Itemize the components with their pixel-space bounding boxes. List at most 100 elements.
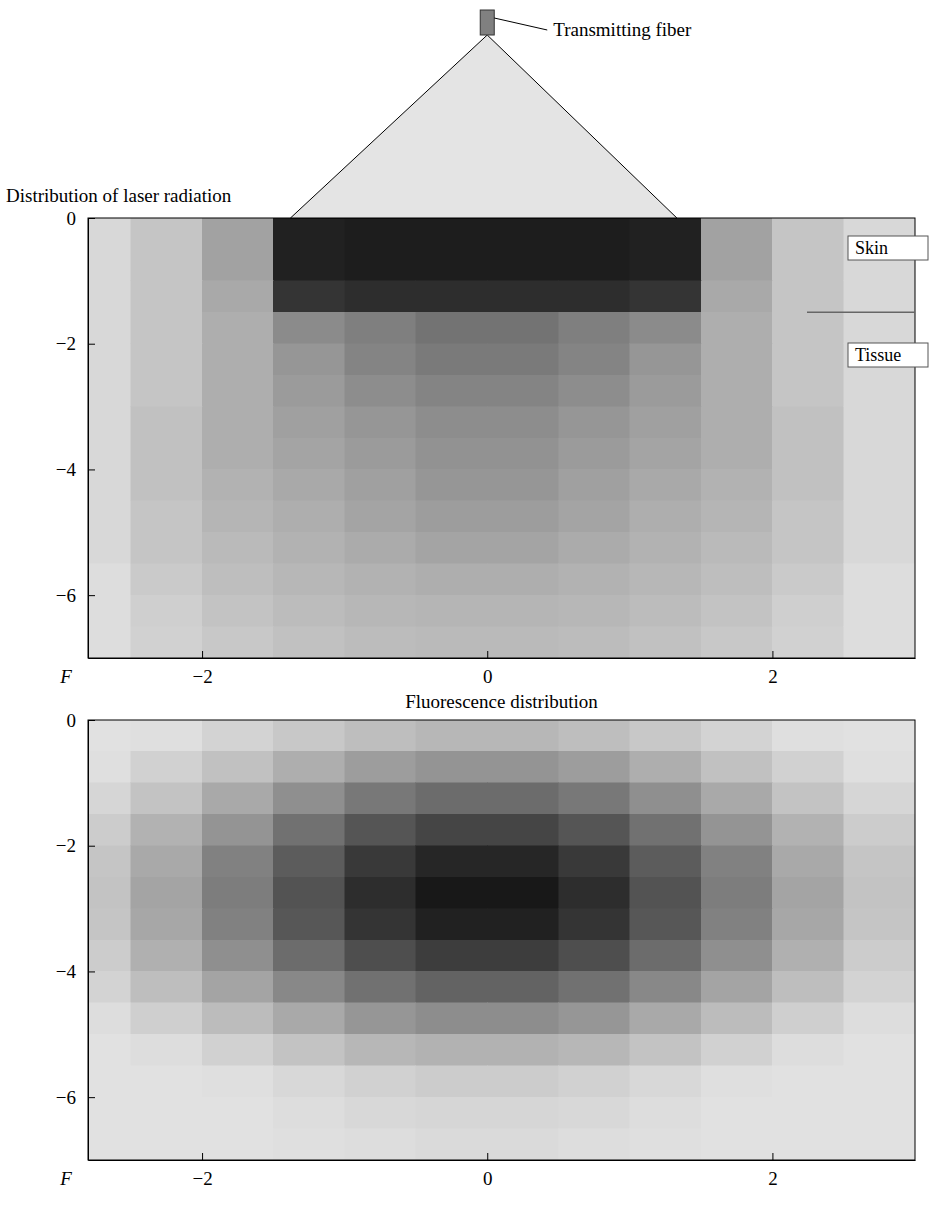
heatmap-cell <box>487 909 558 940</box>
heatmap-cell <box>701 595 772 626</box>
heatmap-cell <box>630 407 701 438</box>
heatmap-cell <box>273 249 344 280</box>
heatmap-cell <box>345 751 416 782</box>
heatmap-cell <box>844 595 915 626</box>
heatmap-cell <box>559 501 630 532</box>
heatmap-cell <box>416 407 487 438</box>
heatmap-cell <box>345 249 416 280</box>
heatmap-cell <box>131 1097 202 1128</box>
heatmap-cell <box>844 469 915 500</box>
heatmap-cell <box>131 846 202 877</box>
heatmap-cell <box>772 751 843 782</box>
heatmap-cell <box>559 971 630 1002</box>
heatmap-cell <box>487 249 558 280</box>
heatmap-cell <box>416 281 487 312</box>
heatmap-cell <box>131 501 202 532</box>
heatmap-cell <box>772 1097 843 1128</box>
heatmap-cell <box>202 1066 273 1097</box>
y-tick: −4 <box>56 459 95 480</box>
heatmap-cell <box>131 344 202 375</box>
heatmap-cell <box>273 751 344 782</box>
heatmap-cell <box>88 909 131 940</box>
heatmap-cell <box>273 281 344 312</box>
heatmap-cell <box>487 971 558 1002</box>
heatmap-cell <box>844 1034 915 1065</box>
heatmap-cell <box>345 971 416 1002</box>
heatmap-cell <box>844 909 915 940</box>
heatmap-cell <box>630 909 701 940</box>
heatmap-cell <box>202 407 273 438</box>
heatmap-cell <box>630 281 701 312</box>
heatmap-cell <box>202 1034 273 1065</box>
x-tick: 2 <box>768 651 778 687</box>
heatmap-cell <box>202 564 273 595</box>
heatmap-cell <box>487 375 558 406</box>
heatmap-cell <box>630 249 701 280</box>
heatmap-cell <box>202 501 273 532</box>
heatmap-cell <box>131 1129 202 1160</box>
heatmap-cell <box>131 783 202 814</box>
y-tick: −2 <box>56 835 95 856</box>
heatmap-cell <box>88 814 131 845</box>
heatmap-cell <box>630 720 701 751</box>
heatmap-cell <box>630 595 701 626</box>
heatmap-cell <box>701 720 772 751</box>
heatmap-cell <box>131 438 202 469</box>
panel-title: Fluorescence distribution <box>405 691 598 712</box>
heatmap-cell <box>273 1129 344 1160</box>
heatmap-cell <box>273 595 344 626</box>
heatmap-cell <box>88 1129 131 1160</box>
heatmap-cell <box>559 846 630 877</box>
heatmap-cell <box>345 627 416 658</box>
heatmap-cell <box>345 877 416 908</box>
heatmap-cell <box>202 627 273 658</box>
heatmap-cell <box>88 1034 131 1065</box>
x-tick-label: 2 <box>768 666 778 687</box>
cells <box>88 720 915 1160</box>
heatmap-cell <box>273 1034 344 1065</box>
heatmap-cell <box>202 940 273 971</box>
heatmap-cell <box>131 877 202 908</box>
heatmap-cell <box>131 909 202 940</box>
heatmap-cell <box>772 281 843 312</box>
y-tick: −4 <box>56 961 95 982</box>
heatmap-cell <box>487 814 558 845</box>
y-tick-mark <box>88 1097 95 1098</box>
heatmap-cell <box>487 595 558 626</box>
heatmap-cell <box>416 438 487 469</box>
heatmap-cell <box>131 751 202 782</box>
heatmap-cell <box>202 312 273 343</box>
heatmap-cell <box>273 312 344 343</box>
y-tick: 0 <box>67 208 96 229</box>
heatmap-cell <box>131 595 202 626</box>
heatmap-cell <box>559 249 630 280</box>
heatmap-cell <box>88 407 131 438</box>
heatmap-cell <box>131 1003 202 1034</box>
x-tick-mark <box>487 1153 488 1160</box>
x-tick-label: 0 <box>483 1168 493 1189</box>
heatmap-cell <box>559 564 630 595</box>
heatmap-cell <box>88 720 131 751</box>
heatmap-cell <box>701 469 772 500</box>
heatmap-cell <box>345 532 416 563</box>
heatmap-cell <box>701 751 772 782</box>
x-tick-mark <box>487 651 488 658</box>
heatmap-cell <box>202 1129 273 1160</box>
heatmap-cell <box>345 909 416 940</box>
heatmap-cell <box>701 218 772 249</box>
heatmap-cell <box>273 344 344 375</box>
heatmap-cell <box>630 1129 701 1160</box>
heatmap-cell <box>559 281 630 312</box>
heatmap-cell <box>844 375 915 406</box>
heatmap-cell <box>131 407 202 438</box>
heatmap-cell <box>416 720 487 751</box>
y-tick-mark <box>88 344 95 345</box>
heatmap-cell <box>345 375 416 406</box>
heatmap-cell <box>701 627 772 658</box>
heatmap-cell <box>701 783 772 814</box>
heatmap-cell <box>345 564 416 595</box>
y-tick-mark <box>88 595 95 596</box>
heatmap-cell <box>559 344 630 375</box>
heatmap-cell <box>88 1003 131 1034</box>
y-tick-label: 0 <box>67 710 77 731</box>
